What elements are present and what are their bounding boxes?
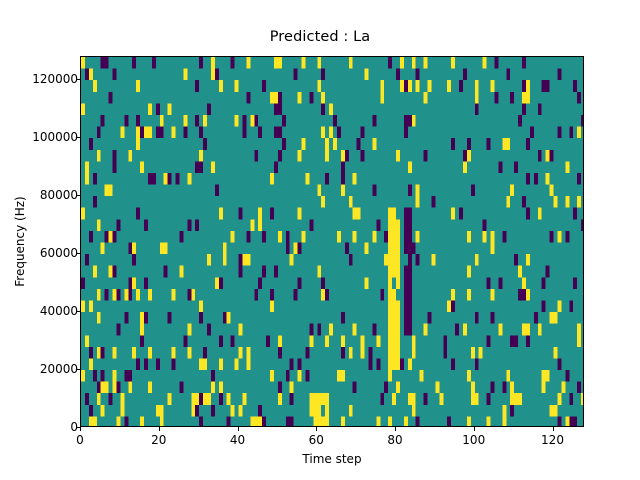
heatmap-image <box>81 57 583 426</box>
chart-title: Predicted : La <box>269 29 371 45</box>
y-tick-label: 0 <box>70 420 78 434</box>
x-tick-label: 100 <box>462 433 486 447</box>
y-tick-label: 120000 <box>32 72 78 87</box>
y-tick-mark <box>76 79 80 81</box>
y-tick-mark <box>76 311 80 313</box>
heatmap-axes <box>80 56 584 427</box>
y-tick-label: 80000 <box>39 188 78 203</box>
x-tick-label: 80 <box>387 433 403 447</box>
x-tick-mark <box>316 427 318 431</box>
x-tick-label: 20 <box>151 433 167 447</box>
y-tick-mark <box>76 137 80 139</box>
x-tick-mark <box>473 427 475 431</box>
x-tick-mark <box>158 427 160 431</box>
y-tick-label: 100000 <box>32 130 78 145</box>
y-tick-mark <box>76 427 80 429</box>
x-tick-label: 0 <box>76 433 84 447</box>
y-axis-label: Frequency (Hz) <box>13 196 27 287</box>
x-tick-label: 40 <box>229 433 246 447</box>
y-tick-label: 40000 <box>39 304 78 319</box>
y-tick-mark <box>76 195 80 197</box>
y-tick-label: 20000 <box>39 362 78 377</box>
x-tick-mark <box>80 427 82 431</box>
y-tick-label: 60000 <box>39 246 78 261</box>
x-tick-label: 120 <box>541 433 564 447</box>
x-tick-label: 60 <box>308 433 324 447</box>
x-axis-label: Time step <box>302 452 362 466</box>
x-tick-mark <box>237 427 239 431</box>
y-tick-mark <box>76 253 80 255</box>
x-tick-mark <box>552 427 554 431</box>
y-tick-mark <box>76 369 80 371</box>
x-tick-mark <box>395 427 397 431</box>
